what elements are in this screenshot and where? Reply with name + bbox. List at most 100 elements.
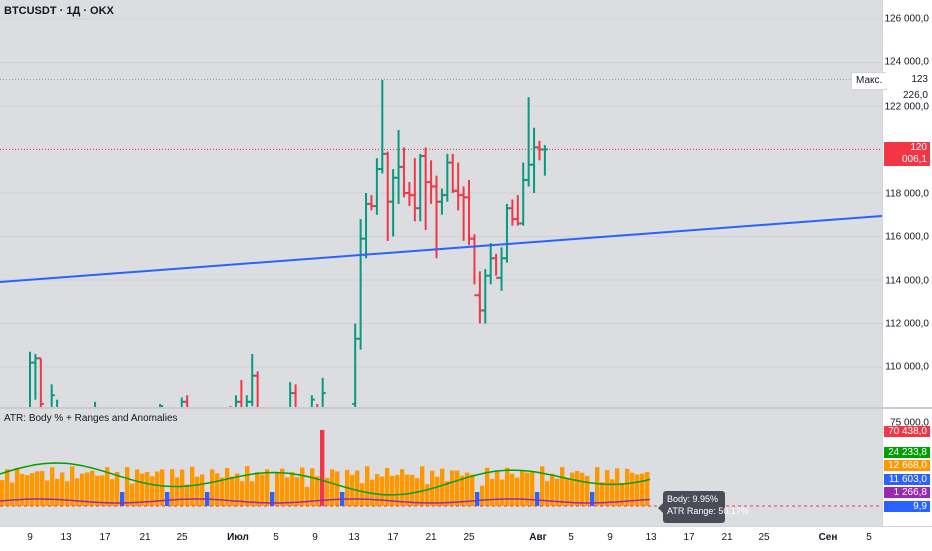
indicator-bar (95, 475, 100, 506)
indicator-bar (20, 473, 25, 506)
indicator-bar (645, 472, 650, 506)
indicator-bar (195, 476, 200, 506)
time-tick: 5 (866, 532, 872, 543)
pane-separator[interactable] (0, 407, 932, 409)
indicator-bar (210, 469, 215, 506)
indicator-bar (585, 475, 590, 506)
indicator-bar (560, 467, 565, 506)
indicator-bar (525, 472, 530, 506)
max-price-value: 123 226,0 (886, 72, 930, 101)
price-chart-canvas[interactable] (0, 0, 882, 407)
indicator-bar (10, 482, 15, 506)
indicator-bar (215, 473, 220, 506)
indicator-bar (5, 469, 10, 506)
indicator-bar (135, 469, 140, 506)
indicator-bar (475, 492, 480, 506)
indicator-purple-line (0, 498, 651, 504)
indicator-bar (635, 474, 640, 506)
indicator-bar (365, 466, 370, 506)
indicator-bar (495, 470, 500, 506)
indicator-bar (555, 478, 560, 506)
indicator-bar (80, 473, 85, 506)
indicator-bar (200, 474, 205, 506)
indicator-bar (255, 471, 260, 506)
indicator-bar (230, 476, 235, 506)
indicator-bar (140, 473, 145, 506)
indicator-bar (65, 481, 70, 506)
indicator-bar (225, 467, 230, 506)
indicator-bar (250, 481, 255, 506)
indicator-bar (190, 466, 195, 506)
indicator-bar (490, 478, 495, 506)
time-tick: 9 (607, 532, 613, 543)
time-tick: 13 (348, 532, 360, 543)
indicator-bar (25, 475, 30, 506)
indicator-bar (115, 471, 120, 506)
indicator-bar (35, 471, 40, 506)
time-tick: 13 (60, 532, 72, 543)
indicator-bar (410, 474, 415, 506)
time-tick: 9 (312, 532, 318, 543)
indicator-bar (235, 473, 240, 506)
indicator-value-red: 70 438,0 (884, 426, 930, 437)
indicator-bar (355, 470, 360, 506)
indicator-bar (160, 469, 165, 506)
indicator-bar (595, 467, 600, 506)
indicator-bar (305, 486, 310, 506)
indicator-bar (620, 483, 625, 506)
indicator-bar (625, 468, 630, 506)
indicator-bar (615, 468, 620, 506)
indicator-tooltip: Body: 9.95% ATR Range: 50.17% (658, 491, 749, 523)
indicator-bar (565, 478, 570, 506)
indicator-bar (0, 480, 5, 506)
time-axis[interactable]: 9 13 17 21 25 Июл 5 9 13 17 21 25 Авг 5 9 13 17 21 25 Сен 5 (0, 526, 932, 551)
indicator-bar (590, 492, 595, 506)
indicator-bar (470, 474, 475, 506)
indicator-bar (280, 468, 285, 506)
indicator-bar (405, 474, 410, 506)
price-tick: 118 000,0 (885, 188, 929, 200)
indicator-bar (285, 477, 290, 506)
indicator-bar (110, 479, 115, 506)
indicator-bar (540, 466, 545, 506)
price-scale[interactable]: 126 000,0 124 000,0 122 000,0 118 000,0 … (882, 0, 932, 407)
indicator-bar (245, 466, 250, 506)
indicator-title[interactable]: ATR: Body % + Ranges and Anomalies (4, 413, 178, 424)
time-tick: Сен (818, 532, 838, 543)
trendline (0, 215, 882, 283)
indicator-canvas[interactable] (0, 409, 882, 526)
indicator-scale-tick: 75 000,0 (890, 417, 929, 429)
indicator-bar (640, 473, 645, 506)
indicator-bar (480, 485, 485, 506)
indicator-bar (505, 467, 510, 506)
indicator-bar (535, 492, 540, 506)
indicator-bar (485, 467, 490, 506)
indicator-bar (350, 474, 355, 506)
time-tick: Июл (227, 532, 249, 543)
tooltip-atr-range: ATR Range: 50.17% (667, 506, 749, 516)
price-tick: 124 000,0 (884, 56, 930, 68)
indicator-bar (325, 477, 330, 506)
indicator-bar (380, 476, 385, 506)
indicator-value-orange: 12 668,0 (884, 460, 930, 471)
indicator-bar (40, 471, 45, 506)
indicator-bar (125, 467, 130, 506)
indicator-bar (465, 472, 470, 506)
indicator-bar (530, 472, 535, 506)
price-tick: 110 000,0 (885, 361, 929, 373)
price-chart-pane[interactable]: BTCUSDT · 1Д · OKX (0, 0, 882, 407)
indicator-bar (520, 470, 525, 506)
indicator-bar (70, 466, 75, 506)
indicator-pane[interactable]: ATR: Body % + Ranges and Anomalies (0, 409, 882, 526)
time-tick: 17 (683, 532, 695, 543)
indicator-bar (155, 471, 160, 506)
time-tick: 25 (176, 532, 188, 543)
indicator-bar (580, 472, 585, 506)
time-tick: 13 (645, 532, 657, 543)
indicator-bar (130, 483, 135, 506)
indicator-bar (175, 477, 180, 506)
indicator-bar (315, 476, 320, 506)
indicator-green-line (0, 462, 651, 496)
symbol-title[interactable]: BTCUSDT · 1Д · OKX (4, 5, 114, 17)
price-tick: 112 000,0 (885, 318, 929, 330)
